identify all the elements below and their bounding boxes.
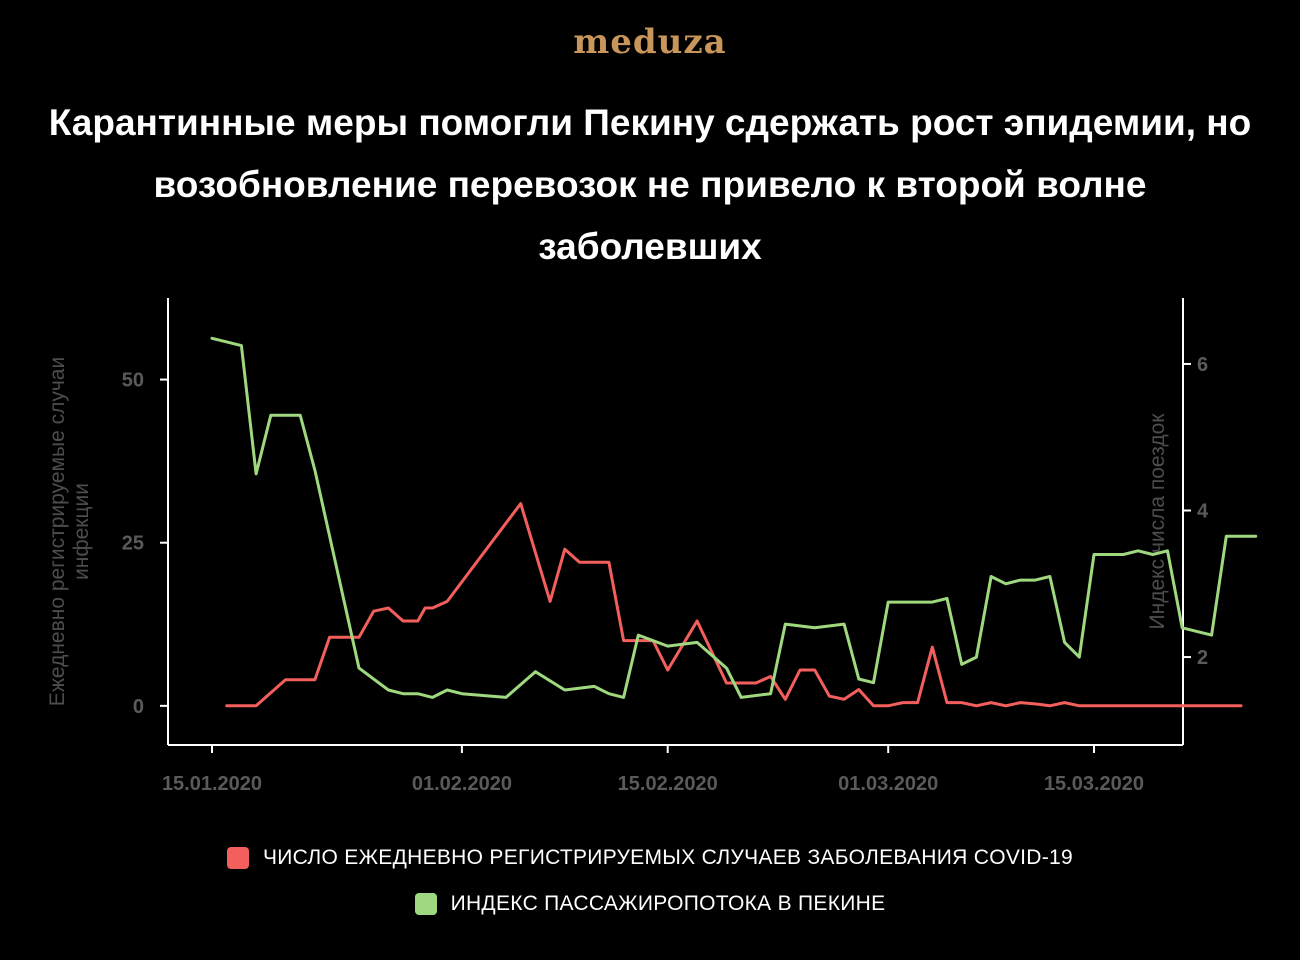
left-axis-title-line: инфекции <box>70 483 93 580</box>
x-tick-label: 15.01.2020 <box>162 773 262 795</box>
left-tick-label: 50 <box>122 370 144 392</box>
legend-label-cases: ЧИСЛО ЕЖЕДНЕВНО РЕГИСТРИРУЕМЫХ СЛУЧАЕВ З… <box>262 846 1074 869</box>
x-tick-label: 01.03.2020 <box>838 773 938 795</box>
tick-labels: 0 25 50 2 4 6 15.01.2020 01.02.2020 15.02.2020 01… <box>122 354 1209 795</box>
left-tick-label: 0 <box>133 696 144 718</box>
right-tick-label: 4 <box>1197 501 1209 523</box>
left-axis-title: Ежедневно регистрируемые случаиинфекции <box>46 357 93 706</box>
legend-swatch-mobility <box>414 893 437 915</box>
brand-logo: meduza <box>573 22 727 62</box>
series-line-mobility <box>210 336 1258 699</box>
legend-cases: ЧИСЛО ЕЖЕДНЕВНО РЕГИСТРИРУЕМЫХ СЛУЧАЕВ З… <box>0 846 1300 875</box>
x-tick-label: 15.03.2020 <box>1044 773 1144 795</box>
x-tick-label: 01.02.2020 <box>412 773 512 795</box>
left-axis-title-line: Ежедневно регистрируемые случаи <box>46 357 69 706</box>
line-chart: 0 25 50 2 4 6 15.01.2020 01.02.2020 15.02.2020 01… <box>46 298 1258 795</box>
legend-swatch-cases <box>226 847 249 869</box>
right-tick-label: 2 <box>1197 647 1208 669</box>
legend-label-mobility: ИНДЕКС ПАССАЖИРОПОТОКА В ПЕКИНЕ <box>450 892 886 915</box>
legend-mobility: ИНДЕКС ПАССАЖИРОПОТОКА В ПЕКИНЕ <box>0 892 1300 921</box>
right-axis-title: Индекс числа поездок <box>1146 413 1169 630</box>
chart-axes <box>160 298 1191 753</box>
series-layer <box>210 336 1258 708</box>
series-line-cases <box>225 502 1243 708</box>
x-tick-label: 15.02.2020 <box>618 773 718 795</box>
chart-title: Карантинные меры помогли Пекину сдержать… <box>48 102 1252 267</box>
right-tick-label: 6 <box>1197 354 1208 376</box>
left-tick-label: 25 <box>122 533 144 555</box>
